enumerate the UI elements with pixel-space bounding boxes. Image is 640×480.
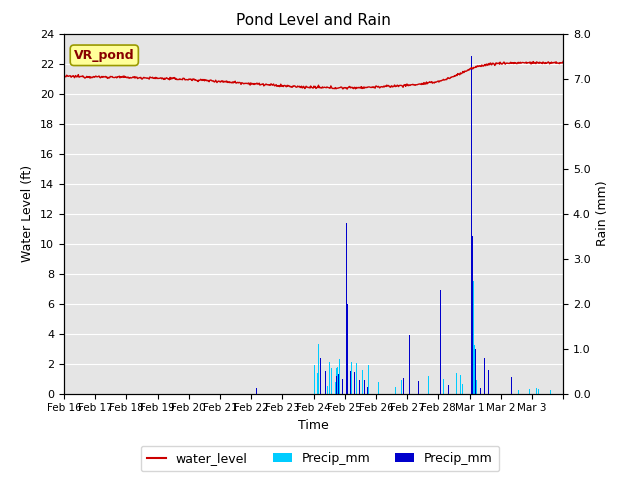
Bar (369, 384, 370, 394)
Bar (327, 386, 328, 394)
Legend: water_level, Precip_mm, Precip_mm: water_level, Precip_mm, Precip_mm (141, 446, 499, 471)
Bar (409, 335, 410, 394)
Bar (538, 389, 539, 394)
Bar (258, 387, 259, 394)
Bar (399, 379, 400, 394)
Bar (326, 362, 327, 394)
Bar (475, 376, 476, 394)
Bar (496, 374, 497, 394)
Bar (456, 373, 457, 394)
Title: Pond Level and Rain: Pond Level and Rain (236, 13, 391, 28)
Bar (511, 377, 512, 394)
Bar (401, 380, 402, 394)
Y-axis label: Water Level (ft): Water Level (ft) (22, 165, 35, 262)
Bar (351, 362, 352, 394)
Bar (314, 365, 315, 394)
Bar (471, 56, 472, 394)
Bar (411, 358, 412, 394)
Bar (364, 380, 365, 394)
Text: VR_pond: VR_pond (74, 49, 134, 62)
Bar (354, 372, 355, 394)
Bar (529, 389, 530, 394)
Bar (471, 350, 472, 394)
Bar (362, 370, 363, 394)
Bar (318, 344, 319, 394)
Bar (317, 335, 318, 394)
Bar (473, 281, 474, 394)
Bar (472, 236, 473, 394)
Bar (536, 388, 537, 394)
X-axis label: Time: Time (298, 419, 329, 432)
Bar (476, 380, 477, 394)
Bar (377, 381, 378, 394)
Y-axis label: Rain (mm): Rain (mm) (596, 181, 609, 246)
Bar (346, 223, 347, 394)
Bar (350, 371, 351, 394)
Bar (462, 384, 463, 394)
Bar (336, 342, 337, 394)
Bar (475, 348, 476, 394)
Bar (447, 377, 449, 394)
Bar (474, 345, 475, 394)
Bar (428, 376, 429, 394)
Bar (335, 382, 336, 394)
Bar (539, 387, 540, 394)
Bar (460, 375, 461, 394)
Bar (325, 371, 326, 394)
Bar (378, 382, 379, 394)
Bar (395, 387, 396, 394)
Bar (317, 337, 318, 394)
Bar (359, 381, 360, 394)
Bar (403, 378, 404, 394)
Bar (518, 391, 519, 394)
Bar (443, 379, 444, 394)
Bar (368, 365, 369, 394)
Bar (337, 367, 338, 394)
Bar (331, 368, 332, 394)
Bar (339, 359, 340, 394)
Bar (488, 371, 489, 394)
Bar (480, 388, 481, 394)
Bar (329, 362, 330, 394)
Bar (320, 358, 321, 394)
Bar (285, 387, 286, 394)
Bar (342, 379, 343, 394)
